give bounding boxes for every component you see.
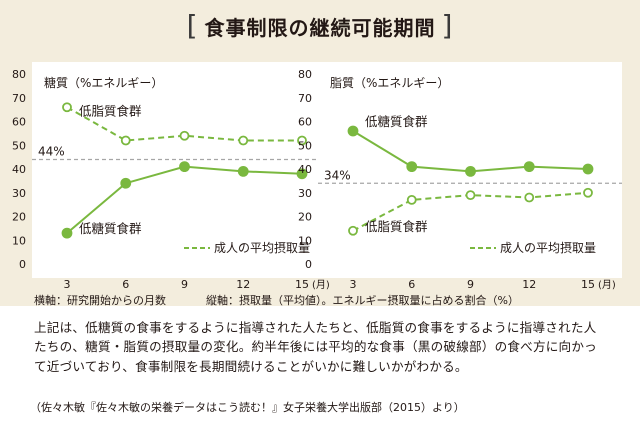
x-tick-label: 12 (522, 278, 536, 291)
data-point-open (524, 192, 535, 203)
y-tick-label: 80 (298, 68, 312, 81)
y-tick-label: 40 (298, 163, 312, 176)
x-tick-label: 6 (408, 278, 415, 291)
y-tick-label: 50 (12, 139, 26, 152)
x-axis-note: 横軸：研究開始からの月数 (34, 294, 166, 307)
data-point-open (583, 187, 593, 198)
y-tick-label: 60 (12, 116, 26, 129)
y-tick-label: 0 (305, 258, 312, 271)
legend-label: 成人の平均摂取量 (214, 240, 310, 255)
x-tick-label: 6 (122, 278, 129, 291)
data-point-open (179, 130, 190, 141)
y-tick-label: 70 (298, 92, 312, 105)
figure-panel: [食事制限の継続可能期間] 0 10 20 30 40 50 60 70 80 3 6 9 12 15 (月… (0, 0, 640, 307)
y-tick-label: 20 (298, 211, 312, 224)
y-axis-label: 脂質（%エネルギー） (330, 75, 449, 90)
series-line-low-fat (66, 106, 302, 142)
y-tick-label: 60 (298, 116, 312, 129)
y-tick-label: 70 (12, 92, 26, 105)
body-text: 上記は、低糖質の食事をするように指導された人たちと、低脂質の食事をするように指導… (34, 320, 597, 374)
reference-label: 44% (38, 145, 65, 159)
fat-chart: 0 10 20 30 40 50 60 70 80 3 6 9 12 15 (月) 脂質（%エネルギー） 34%… (298, 62, 622, 291)
carbohydrate-chart: 0 10 20 30 40 50 60 70 80 3 6 9 12 15 (月) 糖質（%エネルギー） 44%… (12, 62, 336, 291)
series-label: 低脂質食群 (79, 103, 142, 118)
data-point-open (406, 194, 417, 205)
data-point-open (465, 190, 476, 201)
y-tick-label: 10 (12, 234, 26, 247)
data-point-filled (406, 161, 418, 173)
legend-label: 成人の平均摂取量 (500, 240, 596, 255)
carbohydrate-chart-svg: 0 10 20 30 40 50 60 70 80 3 6 9 12 15 (月) 糖質（%エネルギー） 44%… (12, 68, 336, 291)
figure-title-text: 食事制限の継続可能期間 (204, 16, 436, 40)
data-point-filled (120, 177, 132, 189)
data-point-open (348, 225, 358, 236)
series-line-low-carb (352, 130, 589, 173)
x-unit-label: (月) (598, 279, 616, 291)
data-point-filled (61, 227, 73, 239)
data-point-open (62, 102, 72, 113)
x-tick-label: 12 (236, 278, 250, 291)
x-unit-label: (月) (312, 279, 330, 291)
y-tick-label: 0 (19, 258, 26, 271)
x-tick-label: 15 (295, 278, 309, 291)
data-point-open (120, 135, 131, 146)
series-label: 低糖質食群 (365, 114, 428, 129)
y-tick-label: 10 (298, 234, 312, 247)
data-point-filled (582, 163, 594, 175)
source-citation: （佐々木敏『佐々木敏の栄養データはこう読む！』女子栄養大学出版部（2015）より… (30, 401, 465, 414)
x-tick-label: 15 (581, 278, 595, 291)
figure-title: [食事制限の継続可能期間] (0, 12, 640, 44)
y-tick-label: 50 (298, 139, 312, 152)
data-point-filled (523, 161, 535, 173)
x-tick-label: 3 (350, 278, 357, 291)
x-tick-label: 9 (467, 278, 474, 291)
series-label: 低脂質食群 (365, 219, 428, 234)
y-tick-label: 40 (12, 163, 26, 176)
data-point-open (238, 135, 249, 146)
data-point-filled (296, 168, 308, 180)
y-tick-label: 80 (12, 68, 26, 81)
y-tick-label: 30 (12, 187, 26, 200)
y-tick-label: 20 (12, 211, 26, 224)
x-tick-label: 9 (181, 278, 188, 291)
data-point-filled (347, 125, 359, 137)
series-label: 低糖質食群 (79, 221, 142, 236)
reference-label: 34% (324, 168, 351, 182)
data-point-filled (237, 165, 249, 177)
data-point-open (297, 135, 307, 146)
y-axis-note: 縦軸：摂取量（平均値）。エネルギー摂取量に占める割合（%） (206, 294, 519, 307)
title-bracket-open: [ (186, 9, 199, 42)
title-bracket-close: ] (441, 9, 454, 42)
x-tick-label: 3 (64, 278, 71, 291)
y-axis-label: 糖質（%エネルギー） (44, 75, 163, 90)
y-tick-label: 30 (298, 187, 312, 200)
data-point-filled (179, 161, 190, 173)
data-point-filled (465, 165, 476, 177)
